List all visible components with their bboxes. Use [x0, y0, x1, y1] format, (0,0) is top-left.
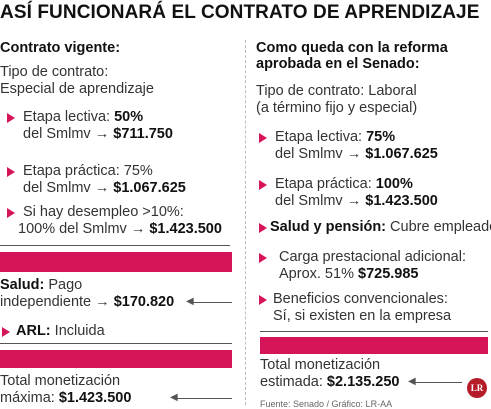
right-carga: Carga prestacional adicional:	[279, 249, 466, 265]
source-credit: Fuente: Senado / Gráfico: LR-AA	[260, 399, 393, 409]
bullet-triangle-icon	[7, 208, 15, 218]
pointer-arrow-icon: ◀	[170, 392, 178, 403]
right-heading-line2: aprobada en el Senado:	[256, 56, 420, 72]
salud-box-top-line	[0, 245, 230, 246]
right-salud: Salud y pensión: Cubre empleador	[270, 219, 491, 235]
right-total-amount-line: estimada: $2.135.250	[260, 374, 400, 390]
column-divider	[245, 40, 246, 405]
bullet-triangle-icon	[7, 167, 15, 177]
right-total-label: Total monetización	[260, 357, 381, 373]
right-beneficios-line2: Sí, si existen en la empresa	[273, 308, 452, 324]
right-etapa-practica: Etapa práctica: 100%	[275, 176, 413, 192]
bullet-triangle-icon	[259, 295, 267, 305]
right-beneficios: Beneficios convencionales:	[273, 291, 448, 307]
left-desempleo-amount-line: 100% del Smlmv → $1.423.500	[18, 221, 222, 237]
pointer-arrow-icon: ◀	[408, 376, 416, 387]
bullet-triangle-icon	[259, 253, 267, 263]
left-salud: Salud: Pago	[0, 277, 83, 293]
right-heading-line1: Como queda con la reforma	[256, 40, 448, 56]
right-carga-amount-line: Aprox. 51% $725.985	[279, 266, 419, 282]
bullet-triangle-icon	[7, 113, 15, 123]
right-etapa-practica-amount-line: del Smlmv → $1.423.500	[275, 193, 438, 209]
left-total-amount-line: máxima: $1.423.500	[0, 390, 132, 406]
right-type-line2: (a término fijo y especial)	[256, 100, 418, 116]
left-etapa-lectiva: Etapa lectiva: 50%	[23, 109, 144, 125]
right-type-line1: Tipo de contrato: Laboral	[256, 83, 417, 99]
left-etapa-practica: Etapa práctica: 75%	[23, 163, 153, 179]
left-desempleo: Si hay desempleo >10%:	[23, 204, 184, 220]
left-total-top-line	[0, 343, 232, 344]
salud-pointer-line	[190, 302, 232, 303]
left-total-label: Total monetización	[0, 373, 121, 389]
left-heading: Contrato vigente:	[0, 40, 121, 56]
left-type-label: Tipo de contrato:	[0, 64, 109, 80]
left-total-pointer-line	[174, 398, 232, 399]
page-title: ASÍ FUNCIONARÁ EL CONTRATO DE APRENDIZAJ…	[0, 2, 480, 23]
bullet-triangle-icon	[259, 180, 267, 190]
left-salud-amount-line: independiente → $170.820	[0, 294, 175, 310]
right-total-pointer-line	[412, 382, 462, 383]
bullet-triangle-icon	[2, 327, 10, 337]
bullet-triangle-icon	[259, 223, 267, 233]
right-etapa-lectiva-amount-line: del Smlmv → $1.067.625	[275, 146, 438, 162]
pointer-arrow-icon: ◀	[186, 296, 194, 307]
left-etapa-practica-amount-line: del Smlmv → $1.067.625	[23, 180, 186, 196]
left-etapa-lectiva-amount-line: del Smlmv → $711.750	[23, 126, 173, 142]
right-total-accent-bar	[260, 337, 488, 354]
right-etapa-lectiva: Etapa lectiva: 75%	[275, 129, 396, 145]
left-arl: ARL: Incluida	[16, 323, 105, 339]
left-type-value: Especial de aprendizaje	[0, 81, 154, 97]
lr-logo-icon: LR	[467, 378, 487, 398]
bullet-triangle-icon	[259, 133, 267, 143]
salud-accent-bar	[0, 252, 232, 272]
left-total-accent-bar	[0, 350, 232, 368]
right-total-top-line	[260, 331, 488, 332]
